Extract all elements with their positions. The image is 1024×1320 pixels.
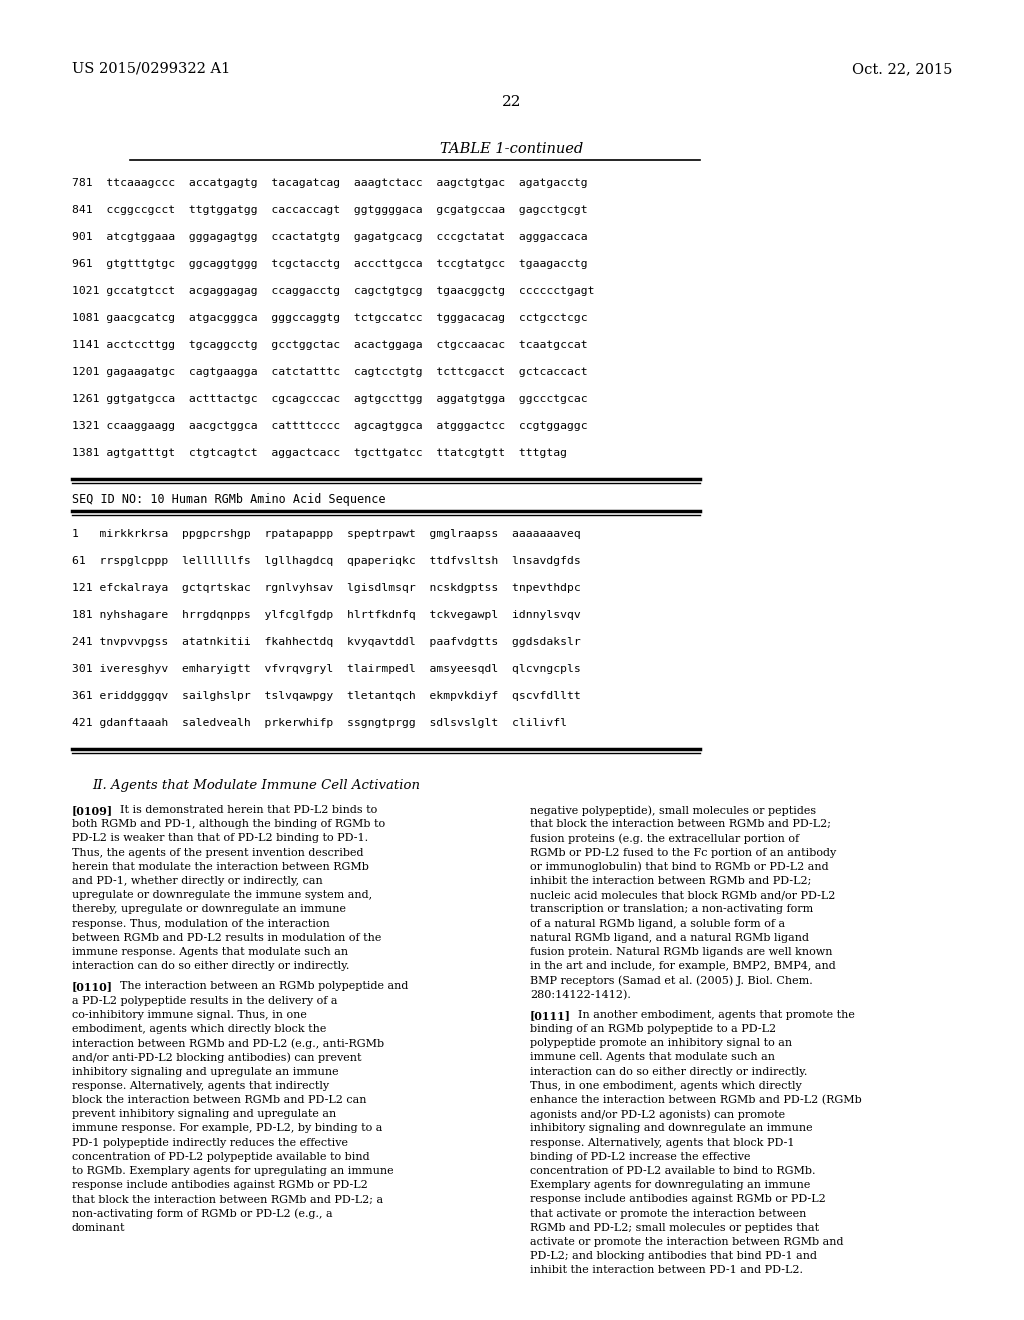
Text: immune response. For example, PD-L2, by binding to a: immune response. For example, PD-L2, by … bbox=[72, 1123, 382, 1134]
Text: II. Agents that Modulate Immune Cell Activation: II. Agents that Modulate Immune Cell Act… bbox=[92, 779, 420, 792]
Text: to RGMb. Exemplary agents for upregulating an immune: to RGMb. Exemplary agents for upregulati… bbox=[72, 1166, 393, 1176]
Text: enhance the interaction between RGMb and PD-L2 (RGMb: enhance the interaction between RGMb and… bbox=[530, 1096, 862, 1105]
Text: RGMb and PD-L2; small molecules or peptides that: RGMb and PD-L2; small molecules or pepti… bbox=[530, 1222, 819, 1233]
Text: that block the interaction between RGMb and PD-L2;: that block the interaction between RGMb … bbox=[530, 820, 831, 829]
Text: RGMb or PD-L2 fused to the Fc portion of an antibody: RGMb or PD-L2 fused to the Fc portion of… bbox=[530, 847, 837, 858]
Text: nucleic acid molecules that block RGMb and/or PD-L2: nucleic acid molecules that block RGMb a… bbox=[530, 890, 836, 900]
Text: response. Alternatively, agents that indirectly: response. Alternatively, agents that ind… bbox=[72, 1081, 329, 1090]
Text: and PD-1, whether directly or indirectly, can: and PD-1, whether directly or indirectly… bbox=[72, 876, 323, 886]
Text: of a natural RGMb ligand, a soluble form of a: of a natural RGMb ligand, a soluble form… bbox=[530, 919, 785, 928]
Text: negative polypeptide), small molecules or peptides: negative polypeptide), small molecules o… bbox=[530, 805, 816, 816]
Text: thereby, upregulate or downregulate an immune: thereby, upregulate or downregulate an i… bbox=[72, 904, 346, 915]
Text: immune response. Agents that modulate such an: immune response. Agents that modulate su… bbox=[72, 946, 348, 957]
Text: PD-1 polypeptide indirectly reduces the effective: PD-1 polypeptide indirectly reduces the … bbox=[72, 1138, 348, 1147]
Text: response. Thus, modulation of the interaction: response. Thus, modulation of the intera… bbox=[72, 919, 330, 928]
Text: In another embodiment, agents that promote the: In another embodiment, agents that promo… bbox=[578, 1010, 855, 1020]
Text: inhibit the interaction between PD-1 and PD-L2.: inhibit the interaction between PD-1 and… bbox=[530, 1266, 803, 1275]
Text: 841  ccggccgcct  ttgtggatgg  caccaccagt  ggtggggaca  gcgatgccaa  gagcctgcgt: 841 ccggccgcct ttgtggatgg caccaccagt ggt… bbox=[72, 205, 588, 215]
Text: inhibitory signaling and upregulate an immune: inhibitory signaling and upregulate an i… bbox=[72, 1067, 339, 1077]
Text: 61  rrspglcppp  lellllllfs  lgllhagdcq  qpaperiqkc  ttdfvsltsh  lnsavdgfds: 61 rrspglcppp lellllllfs lgllhagdcq qpap… bbox=[72, 556, 581, 566]
Text: [0110]: [0110] bbox=[72, 981, 113, 993]
Text: SEQ ID NO: 10 Human RGMb Amino Acid Sequence: SEQ ID NO: 10 Human RGMb Amino Acid Sequ… bbox=[72, 492, 385, 506]
Text: co-inhibitory immune signal. Thus, in one: co-inhibitory immune signal. Thus, in on… bbox=[72, 1010, 307, 1020]
Text: 301 iveresghyv  emharyigtt  vfvrqvgryl  tlairmpedl  amsyeesqdl  qlcvngcpls: 301 iveresghyv emharyigtt vfvrqvgryl tla… bbox=[72, 664, 581, 675]
Text: binding of an RGMb polypeptide to a PD-L2: binding of an RGMb polypeptide to a PD-L… bbox=[530, 1024, 776, 1034]
Text: 781  ttcaaagccc  accatgagtg  tacagatcag  aaagtctacc  aagctgtgac  agatgacctg: 781 ttcaaagccc accatgagtg tacagatcag aaa… bbox=[72, 178, 588, 187]
Text: BMP receptors (Samad et al. (2005) J. Biol. Chem.: BMP receptors (Samad et al. (2005) J. Bi… bbox=[530, 975, 813, 986]
Text: PD-L2 is weaker than that of PD-L2 binding to PD-1.: PD-L2 is weaker than that of PD-L2 bindi… bbox=[72, 833, 368, 843]
Text: interaction between RGMb and PD-L2 (e.g., anti-RGMb: interaction between RGMb and PD-L2 (e.g.… bbox=[72, 1039, 384, 1049]
Text: [0109]: [0109] bbox=[72, 805, 113, 816]
Text: between RGMb and PD-L2 results in modulation of the: between RGMb and PD-L2 results in modula… bbox=[72, 933, 381, 942]
Text: Thus, in one embodiment, agents which directly: Thus, in one embodiment, agents which di… bbox=[530, 1081, 802, 1090]
Text: a PD-L2 polypeptide results in the delivery of a: a PD-L2 polypeptide results in the deliv… bbox=[72, 995, 338, 1006]
Text: PD-L2; and blocking antibodies that bind PD-1 and: PD-L2; and blocking antibodies that bind… bbox=[530, 1251, 817, 1261]
Text: 1021 gccatgtcct  acgaggagag  ccaggacctg  cagctgtgcg  tgaacggctg  cccccctgagt: 1021 gccatgtcct acgaggagag ccaggacctg ca… bbox=[72, 286, 595, 296]
Text: 241 tnvpvvpgss  atatnkitii  fkahhectdq  kvyqavtddl  paafvdgtts  ggdsdakslr: 241 tnvpvvpgss atatnkitii fkahhectdq kvy… bbox=[72, 638, 581, 647]
Text: response. Alternatively, agents that block PD-1: response. Alternatively, agents that blo… bbox=[530, 1138, 795, 1147]
Text: immune cell. Agents that modulate such an: immune cell. Agents that modulate such a… bbox=[530, 1052, 775, 1063]
Text: fusion protein. Natural RGMb ligands are well known: fusion protein. Natural RGMb ligands are… bbox=[530, 946, 833, 957]
Text: 1141 acctccttgg  tgcaggcctg  gcctggctac  acactggaga  ctgccaacac  tcaatgccat: 1141 acctccttgg tgcaggcctg gcctggctac ac… bbox=[72, 341, 588, 350]
Text: 1   mirkkrkrsa  ppgpcrshgp  rpatapappp  speptrpawt  gmglraapss  aaaaaaaveq: 1 mirkkrkrsa ppgpcrshgp rpatapappp spept… bbox=[72, 529, 581, 539]
Text: 280:14122-1412).: 280:14122-1412). bbox=[530, 990, 631, 1001]
Text: response include antibodies against RGMb or PD-L2: response include antibodies against RGMb… bbox=[530, 1195, 825, 1204]
Text: It is demonstrated herein that PD-L2 binds to: It is demonstrated herein that PD-L2 bin… bbox=[120, 805, 377, 814]
Text: herein that modulate the interaction between RGMb: herein that modulate the interaction bet… bbox=[72, 862, 369, 871]
Text: transcription or translation; a non-activating form: transcription or translation; a non-acti… bbox=[530, 904, 813, 915]
Text: [0111]: [0111] bbox=[530, 1010, 571, 1020]
Text: dominant: dominant bbox=[72, 1222, 126, 1233]
Text: Thus, the agents of the present invention described: Thus, the agents of the present inventio… bbox=[72, 847, 364, 858]
Text: that block the interaction between RGMb and PD-L2; a: that block the interaction between RGMb … bbox=[72, 1195, 383, 1204]
Text: prevent inhibitory signaling and upregulate an: prevent inhibitory signaling and upregul… bbox=[72, 1109, 336, 1119]
Text: inhibit the interaction between RGMb and PD-L2;: inhibit the interaction between RGMb and… bbox=[530, 876, 811, 886]
Text: concentration of PD-L2 available to bind to RGMb.: concentration of PD-L2 available to bind… bbox=[530, 1166, 815, 1176]
Text: 1081 gaacgcatcg  atgacgggca  gggccaggtg  tctgccatcc  tgggacacag  cctgcctcgc: 1081 gaacgcatcg atgacgggca gggccaggtg tc… bbox=[72, 313, 588, 323]
Text: natural RGMb ligand, and a natural RGMb ligand: natural RGMb ligand, and a natural RGMb … bbox=[530, 933, 809, 942]
Text: interaction can do so either directly or indirectly.: interaction can do so either directly or… bbox=[530, 1067, 807, 1077]
Text: The interaction between an RGMb polypeptide and: The interaction between an RGMb polypept… bbox=[120, 981, 409, 991]
Text: both RGMb and PD-1, although the binding of RGMb to: both RGMb and PD-1, although the binding… bbox=[72, 820, 385, 829]
Text: 1381 agtgatttgt  ctgtcagtct  aggactcacc  tgcttgatcc  ttatcgtgtt  tttgtag: 1381 agtgatttgt ctgtcagtct aggactcacc tg… bbox=[72, 447, 567, 458]
Text: 421 gdanftaaah  saledvealh  prkerwhifp  ssgngtprgg  sdlsvslglt  clilivfl: 421 gdanftaaah saledvealh prkerwhifp ssg… bbox=[72, 718, 567, 729]
Text: 22: 22 bbox=[502, 95, 522, 110]
Text: agonists and/or PD-L2 agonists) can promote: agonists and/or PD-L2 agonists) can prom… bbox=[530, 1109, 785, 1119]
Text: 1321 ccaaggaagg  aacgctggca  cattttcccc  agcagtggca  atgggactcc  ccgtggaggc: 1321 ccaaggaagg aacgctggca cattttcccc ag… bbox=[72, 421, 588, 432]
Text: or immunoglobulin) that bind to RGMb or PD-L2 and: or immunoglobulin) that bind to RGMb or … bbox=[530, 862, 828, 873]
Text: 121 efckalraya  gctqrtskac  rgnlvyhsav  lgisdlmsqr  ncskdgptss  tnpevthdpc: 121 efckalraya gctqrtskac rgnlvyhsav lgi… bbox=[72, 583, 581, 593]
Text: US 2015/0299322 A1: US 2015/0299322 A1 bbox=[72, 62, 230, 77]
Text: and/or anti-PD-L2 blocking antibodies) can prevent: and/or anti-PD-L2 blocking antibodies) c… bbox=[72, 1052, 361, 1063]
Text: Exemplary agents for downregulating an immune: Exemplary agents for downregulating an i… bbox=[530, 1180, 810, 1191]
Text: inhibitory signaling and downregulate an immune: inhibitory signaling and downregulate an… bbox=[530, 1123, 813, 1134]
Text: concentration of PD-L2 polypeptide available to bind: concentration of PD-L2 polypeptide avail… bbox=[72, 1152, 370, 1162]
Text: 901  atcgtggaaa  gggagagtgg  ccactatgtg  gagatgcacg  cccgctatat  agggaccaca: 901 atcgtggaaa gggagagtgg ccactatgtg gag… bbox=[72, 232, 588, 242]
Text: in the art and include, for example, BMP2, BMP4, and: in the art and include, for example, BMP… bbox=[530, 961, 836, 972]
Text: 181 nyhshagare  hrrgdqnpps  ylfcglfgdp  hlrtfkdnfq  tckvegawpl  idnnylsvqv: 181 nyhshagare hrrgdqnpps ylfcglfgdp hlr… bbox=[72, 610, 581, 620]
Text: Oct. 22, 2015: Oct. 22, 2015 bbox=[852, 62, 952, 77]
Text: 1261 ggtgatgcca  actttactgc  cgcagcccac  agtgccttgg  aggatgtgga  ggccctgcac: 1261 ggtgatgcca actttactgc cgcagcccac ag… bbox=[72, 393, 588, 404]
Text: 961  gtgtttgtgc  ggcaggtggg  tcgctacctg  acccttgcca  tccgtatgcc  tgaagacctg: 961 gtgtttgtgc ggcaggtggg tcgctacctg acc… bbox=[72, 259, 588, 269]
Text: binding of PD-L2 increase the effective: binding of PD-L2 increase the effective bbox=[530, 1152, 751, 1162]
Text: response include antibodies against RGMb or PD-L2: response include antibodies against RGMb… bbox=[72, 1180, 368, 1191]
Text: 361 eriddgggqv  sailghslpr  tslvqawpgy  tletantqch  ekmpvkdiyf  qscvfdlltt: 361 eriddgggqv sailghslpr tslvqawpgy tle… bbox=[72, 690, 581, 701]
Text: interaction can do so either directly or indirectly.: interaction can do so either directly or… bbox=[72, 961, 349, 972]
Text: 1201 gagaagatgc  cagtgaagga  catctatttc  cagtcctgtg  tcttcgacct  gctcaccact: 1201 gagaagatgc cagtgaagga catctatttc ca… bbox=[72, 367, 588, 378]
Text: non-activating form of RGMb or PD-L2 (e.g., a: non-activating form of RGMb or PD-L2 (e.… bbox=[72, 1209, 333, 1220]
Text: block the interaction between RGMb and PD-L2 can: block the interaction between RGMb and P… bbox=[72, 1096, 367, 1105]
Text: embodiment, agents which directly block the: embodiment, agents which directly block … bbox=[72, 1024, 327, 1034]
Text: fusion proteins (e.g. the extracellular portion of: fusion proteins (e.g. the extracellular … bbox=[530, 833, 799, 843]
Text: activate or promote the interaction between RGMb and: activate or promote the interaction betw… bbox=[530, 1237, 844, 1247]
Text: polypeptide promote an inhibitory signal to an: polypeptide promote an inhibitory signal… bbox=[530, 1039, 793, 1048]
Text: that activate or promote the interaction between: that activate or promote the interaction… bbox=[530, 1209, 806, 1218]
Text: TABLE 1-continued: TABLE 1-continued bbox=[440, 143, 584, 156]
Text: upregulate or downregulate the immune system and,: upregulate or downregulate the immune sy… bbox=[72, 890, 372, 900]
